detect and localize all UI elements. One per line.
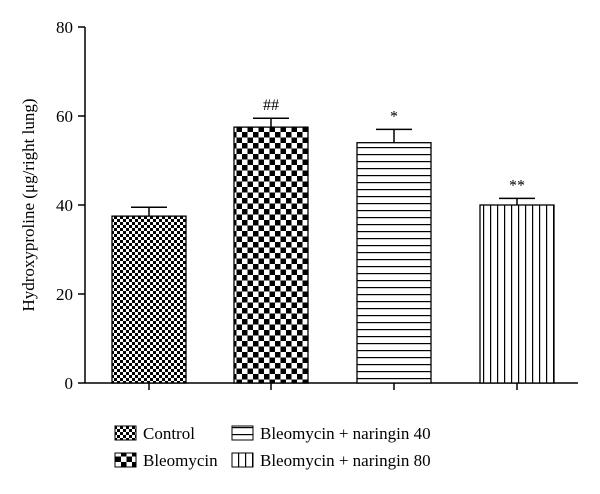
y-tick-label: 80: [56, 18, 73, 37]
significance-annotations: ##***: [263, 97, 525, 194]
legend-label-2: Bleomycin: [143, 451, 218, 470]
y-tick-label: 40: [56, 196, 73, 215]
y-ticks: 0 20 40 60 80: [56, 18, 85, 393]
legend-swatch-3: [231, 425, 254, 441]
y-axis-title: Hydroxyproline (μg/right lung): [19, 98, 38, 311]
legend: Control Bleomycin Bleomycin + naringin 40 B…: [114, 424, 431, 470]
y-tick-label: 0: [65, 374, 74, 393]
bar-3: [356, 142, 432, 384]
error-bars: [131, 117, 535, 217]
significance-label: *: [390, 108, 398, 125]
y-tick-label: 60: [56, 107, 73, 126]
significance-label: **: [509, 177, 525, 194]
bar-1: [111, 215, 187, 384]
legend-label-3: Bleomycin + naringin 40: [260, 424, 431, 443]
legend-swatch-2: [114, 452, 137, 468]
y-tick-label: 20: [56, 285, 73, 304]
legend-label-1: Control: [143, 424, 195, 443]
significance-label: ##: [263, 97, 279, 114]
bars: [111, 126, 555, 384]
x-ticks: [148, 383, 518, 390]
legend-swatch-4: [231, 452, 254, 468]
bar-4: [479, 204, 555, 384]
bar-2: [233, 126, 309, 384]
legend-label-4: Bleomycin + naringin 80: [260, 451, 431, 470]
legend-swatch-1: [114, 425, 137, 441]
